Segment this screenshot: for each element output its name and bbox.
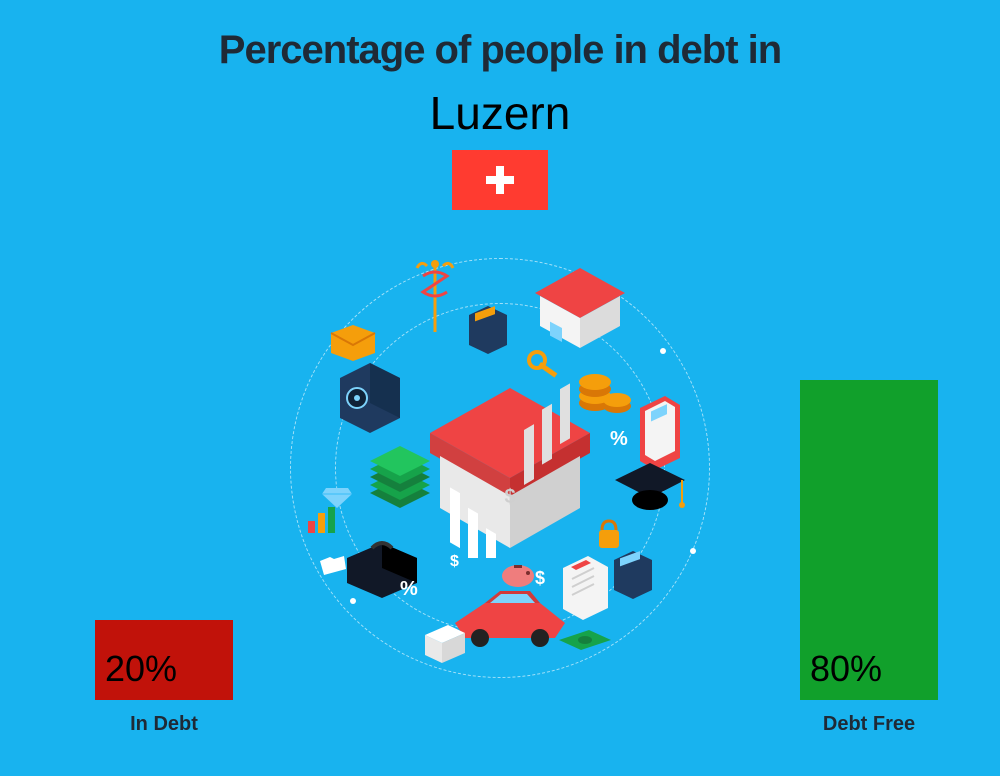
clipboard-icon [558, 553, 613, 623]
svg-text:$: $ [504, 486, 515, 508]
safe-icon [335, 358, 405, 438]
bar-debt-free-label: Debt Free [800, 713, 938, 736]
orbit-dot-icon [660, 348, 666, 354]
orbit-dot-icon [690, 548, 696, 554]
coins-icon [575, 348, 635, 418]
infographic-canvas: Percentage of people in debt in Luzern 2… [0, 0, 1000, 776]
house-icon [530, 263, 630, 353]
cash-stack-icon [365, 443, 435, 523]
document-icon [420, 623, 470, 668]
bank-icon: $ [420, 378, 600, 558]
calculator-icon [610, 548, 656, 600]
piggy-bank-icon [498, 558, 538, 590]
bar-chart-icon [305, 503, 345, 537]
bar-in-debt: 20% [95, 620, 233, 700]
caduceus-icon [415, 258, 455, 338]
dollar-icon: $ [535, 568, 545, 589]
calculator-icon [465, 303, 511, 355]
cash-bill-icon [555, 628, 615, 662]
title-line-2: Luzern [0, 86, 1000, 140]
envelope-icon [328, 323, 378, 361]
flag-cross-icon [486, 166, 514, 194]
percent-icon: % [610, 428, 628, 451]
percent-icon: % [400, 578, 418, 601]
bar-debt-free-value: 80% [810, 648, 882, 690]
swiss-flag-icon [452, 150, 548, 210]
dollar-icon: $ [450, 553, 459, 571]
bar-in-debt-label: In Debt [95, 713, 233, 736]
title-line-1: Percentage of people in debt in [0, 28, 1000, 73]
folder-icon [318, 553, 348, 577]
orbit-dot-icon [350, 598, 356, 604]
bar-debt-free: 80% [800, 380, 938, 700]
graduation-cap-icon [610, 458, 690, 518]
finance-illustration: $ [280, 248, 720, 688]
key-icon [525, 348, 565, 388]
bar-in-debt-value: 20% [105, 648, 177, 690]
lock-icon [595, 518, 623, 552]
